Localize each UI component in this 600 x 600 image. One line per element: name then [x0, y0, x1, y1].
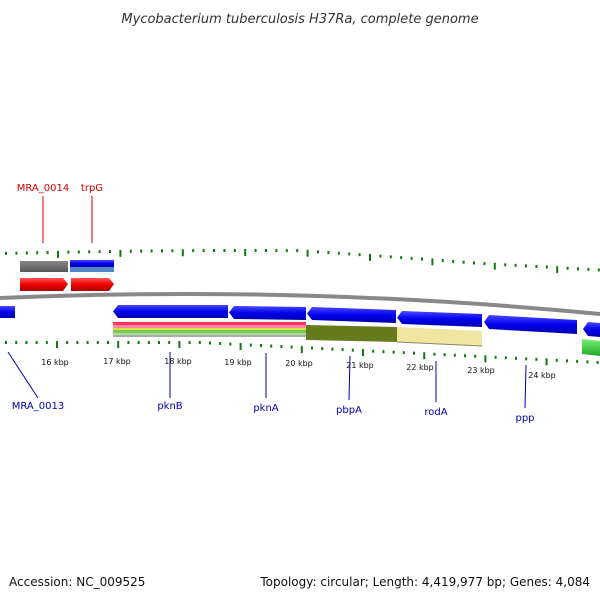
tick-labels: 16 kbp 17 kbp 18 kbp 19 kbp 20 kbp 21 kbp 22 k…: [41, 357, 556, 380]
feature-bands: [113, 322, 600, 356]
band-pink: [113, 325, 306, 328]
gene-mra-0013: [0, 306, 15, 318]
leader-pbpa: [348, 355, 351, 401]
upper-tick-ring: [5, 249, 600, 274]
reverse-strand-genes: [0, 305, 600, 337]
tick-label: 17 kbp: [103, 357, 131, 366]
gene-pknb: [113, 305, 228, 318]
band-olive: [306, 325, 397, 342]
genome-backbone: [0, 291, 600, 316]
label-mra-0013: MRA_0013: [12, 401, 64, 412]
forward-label-lines: [42, 196, 93, 243]
gene-mra-0014-gray: [20, 261, 68, 272]
accession-text: Accession: NC_009525: [9, 575, 145, 589]
lower-tick-ring: [5, 341, 599, 366]
band-light-green: [113, 333, 306, 335]
band-gray: [113, 335, 306, 337]
leader-mra-0013: [7, 351, 39, 399]
label-pbpa: pbpA: [336, 405, 362, 416]
gene-next-blue: [583, 322, 600, 337]
gene-trpg-band: [70, 267, 114, 272]
label-trpg: trpG: [81, 183, 103, 194]
label-pknb: pknB: [157, 401, 182, 412]
band-yellow: [113, 328, 306, 330]
forward-gene-labels: MRA_0014 trpG: [17, 183, 103, 194]
label-ppp: ppp: [515, 413, 534, 424]
band-red: [113, 322, 306, 325]
leader-ppp: [524, 364, 527, 409]
gene-trpg-arrow: [71, 278, 114, 291]
tick-label: 23 kbp: [467, 366, 495, 375]
tick-label: 20 kbp: [285, 359, 313, 368]
tick-label: 21 kbp: [346, 361, 374, 370]
label-mra-0014: MRA_0014: [17, 183, 69, 194]
map-title: Mycobacterium tuberculosis H37Ra, comple…: [121, 12, 478, 27]
tick-label: 18 kbp: [164, 357, 192, 366]
gene-mra-0014-arrow: [20, 278, 68, 291]
forward-strand-features: [20, 260, 114, 291]
gene-ppp: [484, 315, 577, 334]
label-roda: rodA: [424, 407, 447, 418]
tick-label: 24 kbp: [528, 371, 556, 380]
label-pkna: pknA: [253, 403, 278, 414]
band-pale-yellow: [397, 327, 482, 346]
tick-label: 22 kbp: [406, 363, 434, 372]
band-pale-edge: [396, 341, 483, 347]
genome-summary-text: Topology: circular; Length: 4,419,977 bp…: [259, 575, 590, 589]
gene-pkna: [229, 306, 306, 320]
gene-trpg-blue: [70, 260, 114, 267]
reverse-gene-labels: MRA_0013 pknB pknA pbpA rodA ppp: [12, 401, 535, 424]
gene-pbpa: [307, 307, 396, 323]
tick-label: 19 kbp: [224, 358, 252, 367]
gene-roda: [397, 311, 482, 327]
reverse-label-lines: [7, 351, 527, 409]
gene-green-partial: [582, 339, 600, 356]
tick-label: 16 kbp: [41, 358, 69, 367]
band-green: [113, 330, 306, 333]
